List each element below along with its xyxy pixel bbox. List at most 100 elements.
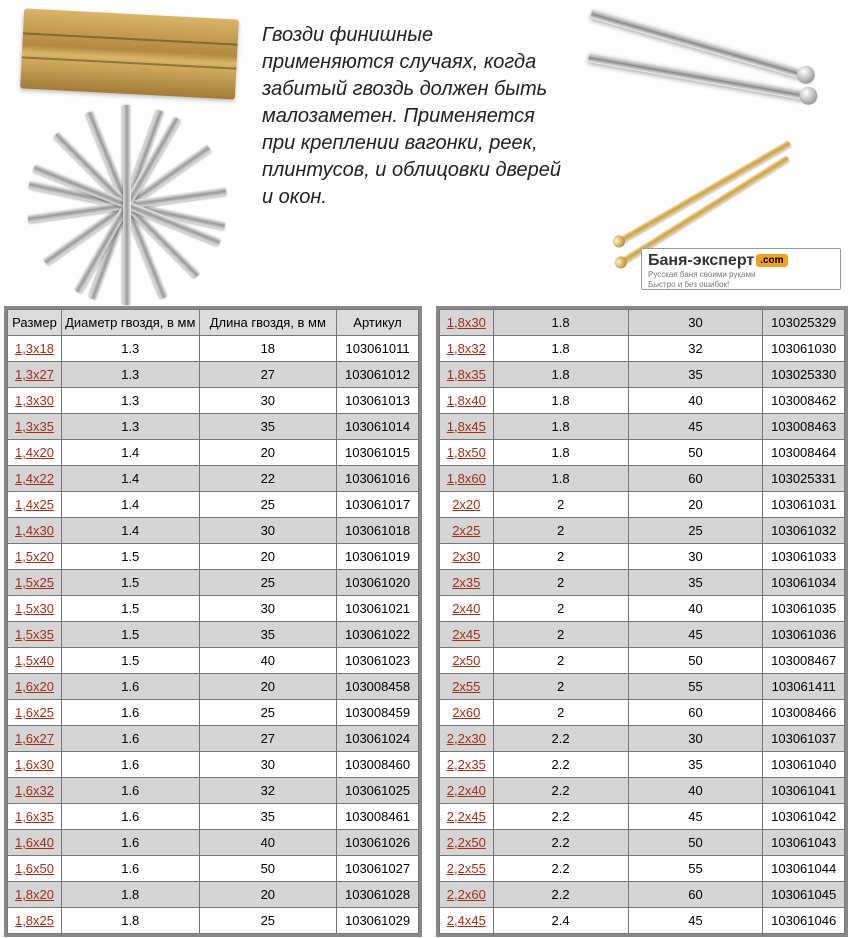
- size-link[interactable]: 1,8x50: [447, 445, 486, 460]
- size-link[interactable]: 1,8x20: [15, 887, 54, 902]
- cell-sku: 103061018: [337, 518, 419, 544]
- cell-sku: 103061012: [337, 362, 419, 388]
- size-link[interactable]: 1,4x25: [15, 497, 54, 512]
- size-link[interactable]: 1,5x35: [15, 627, 54, 642]
- cell-length: 27: [199, 362, 337, 388]
- cell-size: 1,8x30: [440, 310, 494, 336]
- cell-size: 1,6x25: [8, 700, 62, 726]
- size-link[interactable]: 1,3x27: [15, 367, 54, 382]
- size-link[interactable]: 2x60: [452, 705, 480, 720]
- header-row: Размер Диаметр гвоздя, в мм Длина гвоздя…: [8, 310, 419, 336]
- cell-diameter: 1.6: [61, 856, 199, 882]
- cell-length: 32: [628, 336, 763, 362]
- size-link[interactable]: 2x35: [452, 575, 480, 590]
- cell-length: 60: [628, 700, 763, 726]
- size-link[interactable]: 2x30: [452, 549, 480, 564]
- size-link[interactable]: 1,4x22: [15, 471, 54, 486]
- size-link[interactable]: 1,3x18: [15, 341, 54, 356]
- cell-diameter: 1.4: [61, 466, 199, 492]
- cell-sku: 103061029: [337, 908, 419, 934]
- cell-size: 1,8x32: [440, 336, 494, 362]
- size-link[interactable]: 2,2x40: [447, 783, 486, 798]
- cell-size: 2,2x55: [440, 856, 494, 882]
- size-link[interactable]: 1,8x35: [447, 367, 486, 382]
- size-link[interactable]: 2,2x30: [447, 731, 486, 746]
- table-row: 1,5x201.520103061019: [8, 544, 419, 570]
- size-link[interactable]: 2x40: [452, 601, 480, 616]
- size-link[interactable]: 1,4x30: [15, 523, 54, 538]
- cell-size: 2x55: [440, 674, 494, 700]
- cell-sku: 103061013: [337, 388, 419, 414]
- size-link[interactable]: 1,6x30: [15, 757, 54, 772]
- size-link[interactable]: 1,5x25: [15, 575, 54, 590]
- cell-diameter: 1.3: [61, 414, 199, 440]
- cell-size: 2x25: [440, 518, 494, 544]
- size-link[interactable]: 2x20: [452, 497, 480, 512]
- table-row: 2x55255103061411: [440, 674, 845, 700]
- size-link[interactable]: 2x50: [452, 653, 480, 668]
- size-link[interactable]: 2x55: [452, 679, 480, 694]
- size-link[interactable]: 1,6x27: [15, 731, 54, 746]
- cell-diameter: 1.6: [61, 726, 199, 752]
- cell-size: 2,2x35: [440, 752, 494, 778]
- size-link[interactable]: 1,6x20: [15, 679, 54, 694]
- size-link[interactable]: 1,8x60: [447, 471, 486, 486]
- cell-size: 1,5x25: [8, 570, 62, 596]
- table-row: 1,5x351.535103061022: [8, 622, 419, 648]
- cell-sku: 103008466: [763, 700, 845, 726]
- cell-size: 2,2x45: [440, 804, 494, 830]
- cell-size: 1,8x25: [8, 908, 62, 934]
- size-link[interactable]: 1,8x40: [447, 393, 486, 408]
- cell-length: 25: [199, 570, 337, 596]
- table-row: 1,8x251.825103061029: [8, 908, 419, 934]
- size-link[interactable]: 1,5x30: [15, 601, 54, 616]
- table-row: 1,8x401.840103008462: [440, 388, 845, 414]
- cell-sku: 103061041: [763, 778, 845, 804]
- cell-length: 45: [628, 908, 763, 934]
- size-link[interactable]: 1,6x25: [15, 705, 54, 720]
- size-link[interactable]: 2,2x45: [447, 809, 486, 824]
- size-link[interactable]: 2,2x50: [447, 835, 486, 850]
- size-link[interactable]: 1,3x35: [15, 419, 54, 434]
- cell-diameter: 1.8: [493, 414, 628, 440]
- table-row: 1,3x271.327103061012: [8, 362, 419, 388]
- size-link[interactable]: 1,6x32: [15, 783, 54, 798]
- size-link[interactable]: 1,8x45: [447, 419, 486, 434]
- size-link[interactable]: 1,4x20: [15, 445, 54, 460]
- size-link[interactable]: 2,2x35: [447, 757, 486, 772]
- size-link[interactable]: 1,5x40: [15, 653, 54, 668]
- cell-size: 2x40: [440, 596, 494, 622]
- cell-size: 1,6x32: [8, 778, 62, 804]
- cell-diameter: 1.5: [61, 570, 199, 596]
- size-link[interactable]: 1,5x20: [15, 549, 54, 564]
- cell-size: 1,6x20: [8, 674, 62, 700]
- cell-sku: 103008458: [337, 674, 419, 700]
- table-row: 2,4x452.445103061046: [440, 908, 845, 934]
- size-link[interactable]: 1,8x32: [447, 341, 486, 356]
- size-link[interactable]: 1,3x30: [15, 393, 54, 408]
- cell-size: 1,3x27: [8, 362, 62, 388]
- cell-sku: 103061023: [337, 648, 419, 674]
- size-link[interactable]: 1,8x30: [447, 315, 486, 330]
- size-link[interactable]: 2,2x60: [447, 887, 486, 902]
- cell-sku: 103061017: [337, 492, 419, 518]
- cell-length: 50: [628, 440, 763, 466]
- cell-diameter: 2.2: [493, 752, 628, 778]
- nails-table-left: Размер Диаметр гвоздя, в мм Длина гвоздя…: [7, 309, 419, 934]
- size-link[interactable]: 1,6x40: [15, 835, 54, 850]
- size-link[interactable]: 2x45: [452, 627, 480, 642]
- cell-sku: 103008464: [763, 440, 845, 466]
- cell-sku: 103061032: [763, 518, 845, 544]
- size-link[interactable]: 2,2x55: [447, 861, 486, 876]
- cell-diameter: 1.5: [61, 622, 199, 648]
- cell-length: 55: [628, 674, 763, 700]
- cell-length: 20: [199, 440, 337, 466]
- size-link[interactable]: 2x25: [452, 523, 480, 538]
- size-link[interactable]: 1,6x50: [15, 861, 54, 876]
- cell-length: 22: [199, 466, 337, 492]
- size-link[interactable]: 1,8x25: [15, 913, 54, 928]
- size-link[interactable]: 2,4x45: [447, 913, 486, 928]
- size-link[interactable]: 1,6x35: [15, 809, 54, 824]
- cell-diameter: 1.6: [61, 752, 199, 778]
- brand-name: Баня-эксперт: [648, 252, 754, 269]
